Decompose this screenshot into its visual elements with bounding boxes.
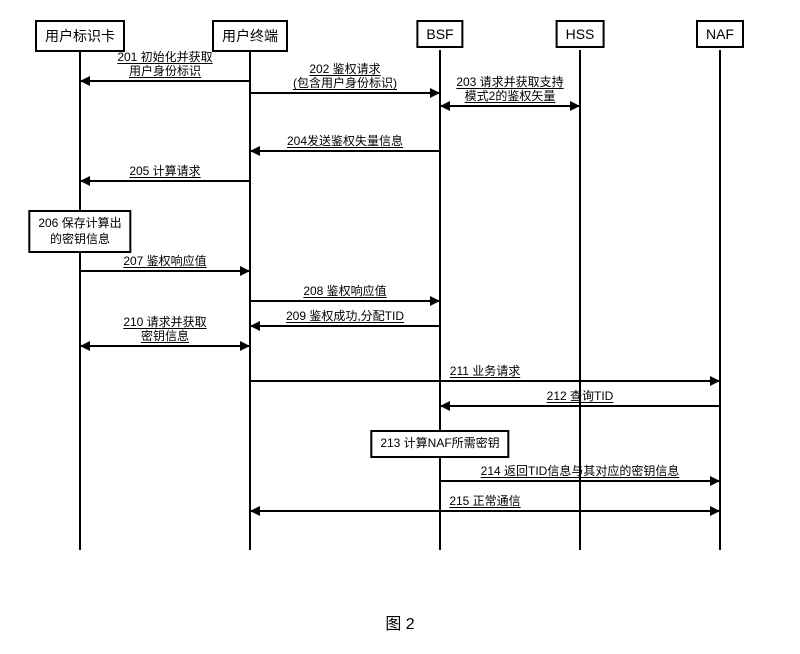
figure-caption: 图 2 (20, 610, 780, 634)
lifeline-a5 (719, 50, 721, 550)
message-label-m208: 208 鉴权响应值 (303, 284, 386, 298)
message-label-m207: 207 鉴权响应值 (123, 254, 206, 268)
actor-a3: BSF (416, 20, 463, 48)
actor-a2: 用户终端 (212, 20, 288, 52)
lifeline-a1 (79, 50, 81, 550)
message-label-m209: 209 鉴权成功,分配TID (286, 309, 404, 323)
message-label-m212: 212 查询TID (547, 389, 614, 403)
actor-a4: HSS (556, 20, 605, 48)
message-label-m215: 215 正常通信 (449, 494, 520, 508)
actor-a1: 用户标识卡 (35, 20, 125, 52)
note-n206: 206 保存计算出的密钥信息 (28, 210, 131, 253)
message-label-m204: 204发送鉴权失量信息 (287, 134, 403, 148)
message-label-m211: 211 业务请求 (450, 364, 520, 378)
message-label-m210: 210 请求并获取密钥信息 (123, 315, 206, 344)
note-n213: 213 计算NAF所需密钥 (370, 430, 509, 458)
message-label-m202: 202 鉴权请求(包含用户身份标识) (293, 62, 397, 91)
message-label-m214: 214 返回TID信息与其对应的密钥信息 (481, 464, 680, 478)
actor-a5: NAF (696, 20, 744, 48)
sequence-diagram: 用户标识卡 用户终端 BSF HSS NAF 201 初始化并获取用户身份标识 202 鉴权… (20, 20, 780, 600)
message-label-m205: 205 计算请求 (129, 164, 200, 178)
message-label-m201: 201 初始化并获取用户身份标识 (117, 50, 212, 79)
message-label-m203: 203 请求并获取支持模式2的鉴权矢量 (456, 75, 563, 104)
